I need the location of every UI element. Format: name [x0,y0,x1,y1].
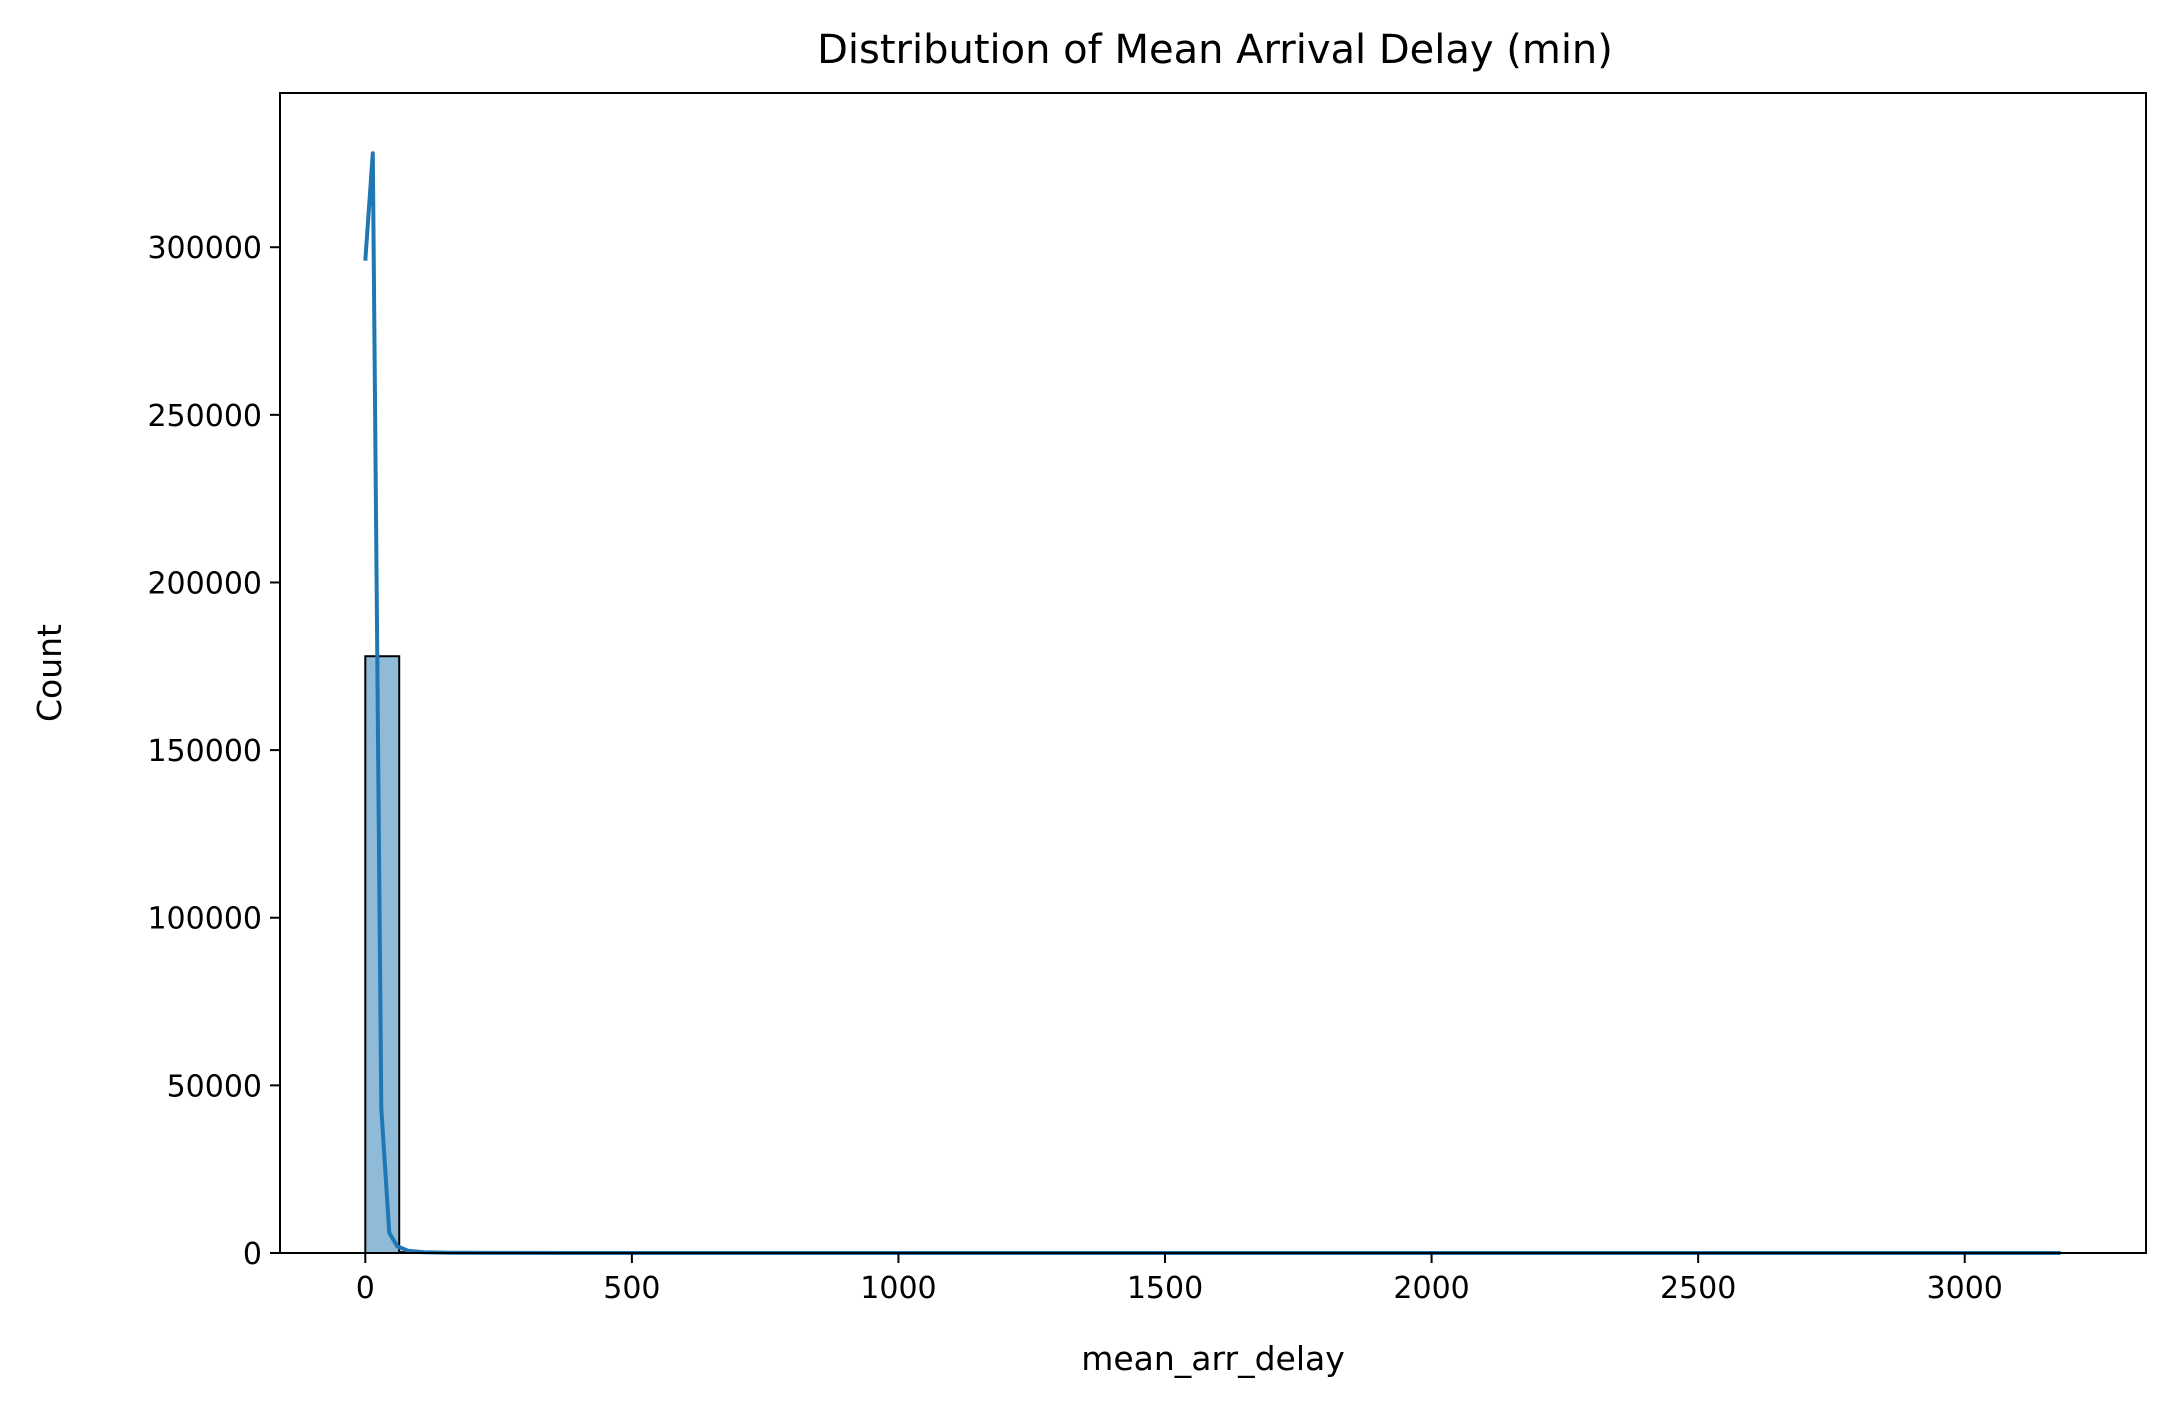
kde-line [363,151,2061,1255]
y-tick-label: 0 [243,1237,262,1272]
plot-frame [279,92,2147,1254]
x-tick-label: 1500 [1127,1271,1203,1306]
x-axis-ticks: 0 500 1000 1500 2000 2500 3000 [356,1253,2003,1306]
y-tick-label: 250000 [147,399,262,434]
y-tick-label: 300000 [147,231,262,266]
x-tick-label: 0 [356,1271,375,1306]
y-tick-label: 150000 [147,734,262,769]
y-tick-label: 50000 [167,1069,262,1104]
histogram-bars [364,655,435,1255]
y-tick-label: 100000 [147,902,262,937]
x-tick-label: 2000 [1393,1271,1469,1306]
chart-title: Distribution of Mean Arrival Delay (min) [817,27,1613,73]
x-tick-label: 500 [603,1271,660,1306]
x-axis-title: mean_arr_delay [1081,1339,1345,1378]
x-tick-label: 1000 [860,1271,936,1306]
x-tick-label: 2500 [1660,1271,1736,1306]
kde-line-group [363,151,2061,1255]
y-tick-label: 200000 [147,566,262,601]
x-tick-label: 3000 [1927,1271,2003,1306]
histogram-bar [364,655,401,1254]
y-axis-ticks: 0 50000 100000 150000 200000 250000 300000 [147,231,280,1272]
y-axis-title: Count [30,624,69,722]
